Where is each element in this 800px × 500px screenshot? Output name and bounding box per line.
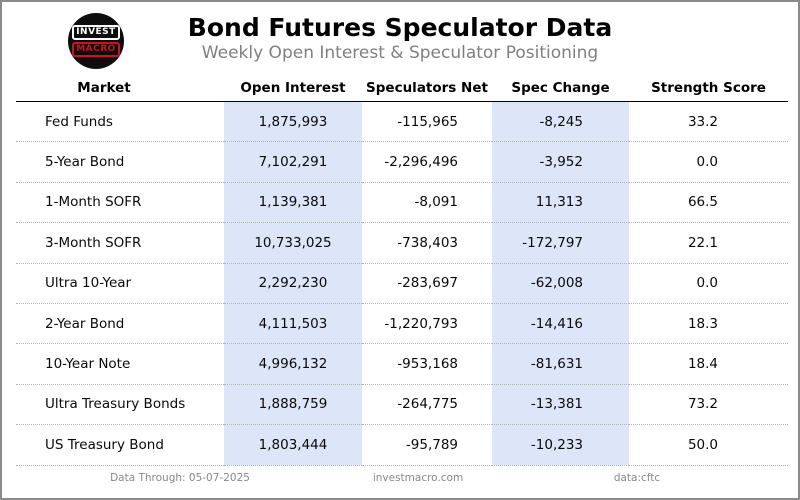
table-row: Ultra Treasury Bonds 1,888,759 -264,775 … [16, 384, 788, 426]
cell-strength-score: 33.2 [629, 101, 788, 143]
page-subtitle: Weekly Open Interest & Speculator Positi… [201, 43, 599, 63]
cell-speculators-net: -1,220,793 [362, 303, 492, 345]
cell-strength-score: 73.2 [629, 384, 788, 426]
table-row: 10-Year Note 4,996,132 -953,168 -81,631 … [16, 343, 788, 385]
cell-open-interest: 1,875,993 [224, 101, 362, 143]
cell-spec-change: -10,233 [492, 424, 629, 466]
cell-open-interest: 7,102,291 [224, 141, 362, 183]
cell-speculators-net: -2,296,496 [362, 141, 492, 183]
cell-strength-score: 50.0 [629, 424, 788, 466]
cell-open-interest: 2,292,230 [224, 263, 362, 304]
cell-spec-change: -13,381 [492, 384, 629, 426]
cell-speculators-net: -264,775 [362, 384, 492, 426]
cell-strength-score: 66.5 [629, 182, 788, 224]
cell-market: 2-Year Bond [16, 303, 224, 345]
cell-spec-change: -3,952 [492, 141, 629, 183]
column-header-speculators-net: Speculators Net [362, 74, 492, 102]
footer-data-through: Data Through: 05-07-2025 [110, 472, 250, 484]
investmacro-logo: INVEST MACRO [68, 13, 124, 69]
cell-open-interest: 10,733,025 [224, 222, 362, 264]
cell-strength-score: 22.1 [629, 222, 788, 264]
page-title: Bond Futures Speculator Data [187, 13, 613, 42]
cell-spec-change: -14,416 [492, 303, 629, 345]
table-row: US Treasury Bond 1,803,444 -95,789 -10,2… [16, 424, 788, 466]
footer-source: data:cftc [613, 472, 661, 484]
speculator-table: Market Open Interest Speculators Net Spe… [16, 74, 788, 466]
footer: Data Through: 05-07-2025 investmacro.com… [2, 472, 798, 488]
cell-strength-score: 18.4 [629, 343, 788, 385]
table-row: Fed Funds 1,875,993 -115,965 -8,245 33.2 [16, 101, 788, 143]
cell-market: Ultra 10-Year [16, 263, 224, 304]
cell-market: US Treasury Bond [16, 424, 224, 466]
title-block: Bond Futures Speculator Data Weekly Open… [2, 14, 798, 64]
cell-open-interest: 4,996,132 [224, 343, 362, 385]
column-header-market: Market [16, 74, 224, 102]
logo-macro-text: MACRO [72, 42, 120, 57]
table-header-row: Market Open Interest Speculators Net Spe… [16, 74, 788, 102]
table-row: 3-Month SOFR 10,733,025 -738,403 -172,79… [16, 222, 788, 264]
cell-market: 1-Month SOFR [16, 182, 224, 224]
cell-strength-score: 18.3 [629, 303, 788, 345]
cell-open-interest: 1,888,759 [224, 384, 362, 426]
cell-spec-change: -81,631 [492, 343, 629, 385]
cell-speculators-net: -283,697 [362, 263, 492, 304]
cell-speculators-net: -953,168 [362, 343, 492, 385]
cell-strength-score: 0.0 [629, 141, 788, 183]
cell-market: 3-Month SOFR [16, 222, 224, 264]
table-row: Ultra 10-Year 2,292,230 -283,697 -62,008… [16, 263, 788, 304]
table-row: 5-Year Bond 7,102,291 -2,296,496 -3,952 … [16, 141, 788, 183]
column-header-strength-score: Strength Score [629, 74, 788, 102]
column-header-spec-change: Spec Change [492, 74, 629, 102]
footer-site: investmacro.com [372, 472, 464, 484]
cell-open-interest: 1,803,444 [224, 424, 362, 466]
cell-strength-score: 0.0 [629, 263, 788, 304]
cell-speculators-net: -8,091 [362, 182, 492, 224]
cell-speculators-net: -738,403 [362, 222, 492, 264]
cell-open-interest: 1,139,381 [224, 182, 362, 224]
cell-spec-change: -172,797 [492, 222, 629, 264]
cell-speculators-net: -115,965 [362, 101, 492, 143]
cell-market: 10-Year Note [16, 343, 224, 385]
cell-market: Ultra Treasury Bonds [16, 384, 224, 426]
cell-market: 5-Year Bond [16, 141, 224, 183]
cell-spec-change: 11,313 [492, 182, 629, 224]
logo-invest-text: INVEST [72, 25, 120, 40]
cell-open-interest: 4,111,503 [224, 303, 362, 345]
cell-speculators-net: -95,789 [362, 424, 492, 466]
column-header-open-interest: Open Interest [224, 74, 362, 102]
cell-spec-change: -8,245 [492, 101, 629, 143]
cell-market: Fed Funds [16, 101, 224, 143]
cell-spec-change: -62,008 [492, 263, 629, 304]
table-row: 2-Year Bond 4,111,503 -1,220,793 -14,416… [16, 303, 788, 345]
table-row: 1-Month SOFR 1,139,381 -8,091 11,313 66.… [16, 182, 788, 224]
